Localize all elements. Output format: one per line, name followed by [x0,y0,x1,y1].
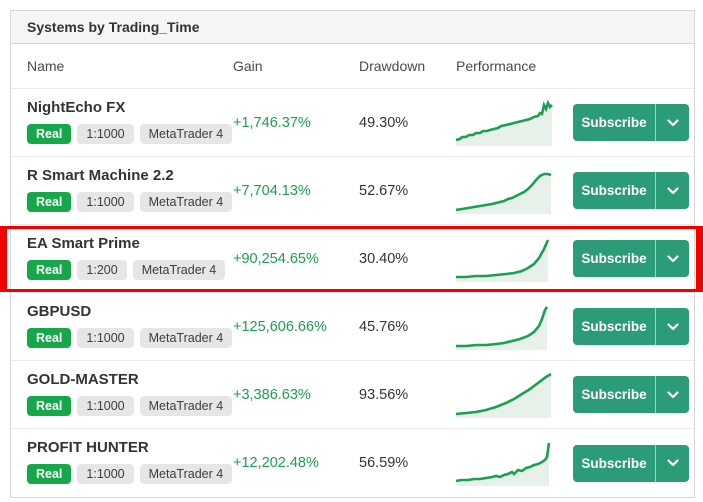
drawdown-value: 52.67% [359,182,409,199]
system-name-link[interactable]: NightEcho FX [27,99,126,116]
subscribe-dropdown-button[interactable] [656,444,689,482]
subscribe-dropdown-button[interactable] [656,376,689,413]
leverage-badge: 1:1000 [77,464,134,484]
gain-value: +90,254.65% [233,250,319,267]
drawdown-value: 30.40% [359,250,409,267]
performance-sparkline-chart [456,172,552,214]
sparkline-area-fill [456,102,552,146]
system-name-link[interactable]: R Smart Machine 2.2 [27,167,174,184]
system-name-link[interactable]: EA Smart Prime [27,235,140,252]
sparkline-area-fill [456,443,549,486]
subscribe-button[interactable]: Subscribe [573,104,656,141]
sparkline-line [456,305,549,347]
platform-badge: MetaTrader 4 [132,260,226,280]
gain-value: +7,704.13% [233,182,311,199]
gain-value: +125,606.66% [233,318,327,335]
chevron-down-icon [666,390,679,398]
leverage-badge: 1:1000 [77,396,134,416]
leverage-badge: 1:1000 [77,124,134,144]
sparkline-line [456,442,551,483]
performance-sparkline-chart [456,442,551,486]
leverage-badge: 1:1000 [77,328,134,348]
subscribe-dropdown-button[interactable] [656,172,689,209]
chevron-down-icon [666,254,679,262]
chevron-down-icon [666,459,679,467]
table-header-row: Name Gain Drawdown Performance [11,44,694,89]
sparkline-area-fill [456,239,548,282]
table-row: GBPUSD Real 1:1000 MetaTrader 4 +125,606… [11,293,694,361]
system-name-link[interactable]: GOLD-MASTER [27,371,139,388]
account-type-badge: Real [27,124,72,144]
subscribe-dropdown-button[interactable] [656,240,689,277]
chevron-down-icon [666,186,679,194]
account-type-badge: Real [27,192,72,212]
system-name-link[interactable]: PROFIT HUNTER [27,439,149,456]
performance-sparkline-chart [456,305,549,350]
subscribe-button[interactable]: Subscribe [573,172,656,209]
account-type-badge: Real [27,396,72,416]
sparkline-line [456,238,550,278]
table-row: R Smart Machine 2.2 Real 1:1000 MetaTrad… [11,157,694,225]
chevron-down-icon [666,118,679,126]
gain-value: +1,746.37% [233,114,311,131]
sparkline-area-fill [456,306,547,350]
drawdown-value: 49.30% [359,114,409,131]
table-row-highlighted: EA Smart Prime Real 1:200 MetaTrader 4 +… [11,225,694,293]
account-type-badge: Real [27,260,72,280]
column-header-gain: Gain [233,58,263,74]
table-row: PROFIT HUNTER Real 1:1000 MetaTrader 4 +… [11,429,694,497]
platform-badge: MetaTrader 4 [139,396,233,416]
chevron-down-icon [666,322,679,330]
drawdown-value: 93.56% [359,386,409,403]
performance-sparkline-chart [456,99,553,146]
subscribe-button[interactable]: Subscribe [573,240,656,277]
column-header-performance: Performance [456,58,537,74]
gain-value: +12,202.48% [233,455,319,471]
table-row: GOLD-MASTER Real 1:1000 MetaTrader 4 +3,… [11,361,694,429]
card-title: Systems by Trading_Time [11,11,694,44]
account-type-badge: Real [27,464,72,484]
account-type-badge: Real [27,328,72,348]
subscribe-button[interactable]: Subscribe [573,308,656,345]
leverage-badge: 1:1000 [77,192,134,212]
systems-card: Systems by Trading_Time Name Gain Drawdo… [10,10,695,498]
drawdown-value: 45.76% [359,318,409,335]
systems-list: NightEcho FX Real 1:1000 MetaTrader 4 +1… [11,89,694,497]
subscribe-dropdown-button[interactable] [656,104,689,141]
column-header-name: Name [27,58,65,74]
subscribe-dropdown-button[interactable] [656,308,689,345]
gain-value: +3,386.63% [233,386,311,403]
table-row: NightEcho FX Real 1:1000 MetaTrader 4 +1… [11,89,694,157]
platform-badge: MetaTrader 4 [139,464,233,484]
subscribe-button[interactable]: Subscribe [573,376,656,413]
sparkline-line [456,99,553,141]
leverage-badge: 1:200 [77,260,127,280]
platform-badge: MetaTrader 4 [139,328,233,348]
sparkline-area-fill [456,173,551,214]
system-name-link[interactable]: GBPUSD [27,303,92,320]
sparkline-line [456,172,552,211]
subscribe-button[interactable]: Subscribe [573,444,656,482]
sparkline-area-fill [456,373,551,418]
column-header-drawdown: Drawdown [359,58,426,74]
performance-sparkline-chart [456,238,550,282]
drawdown-value: 56.59% [359,455,409,471]
platform-badge: MetaTrader 4 [139,124,233,144]
performance-sparkline-chart [456,372,552,418]
platform-badge: MetaTrader 4 [139,192,233,212]
sparkline-line [456,372,552,415]
